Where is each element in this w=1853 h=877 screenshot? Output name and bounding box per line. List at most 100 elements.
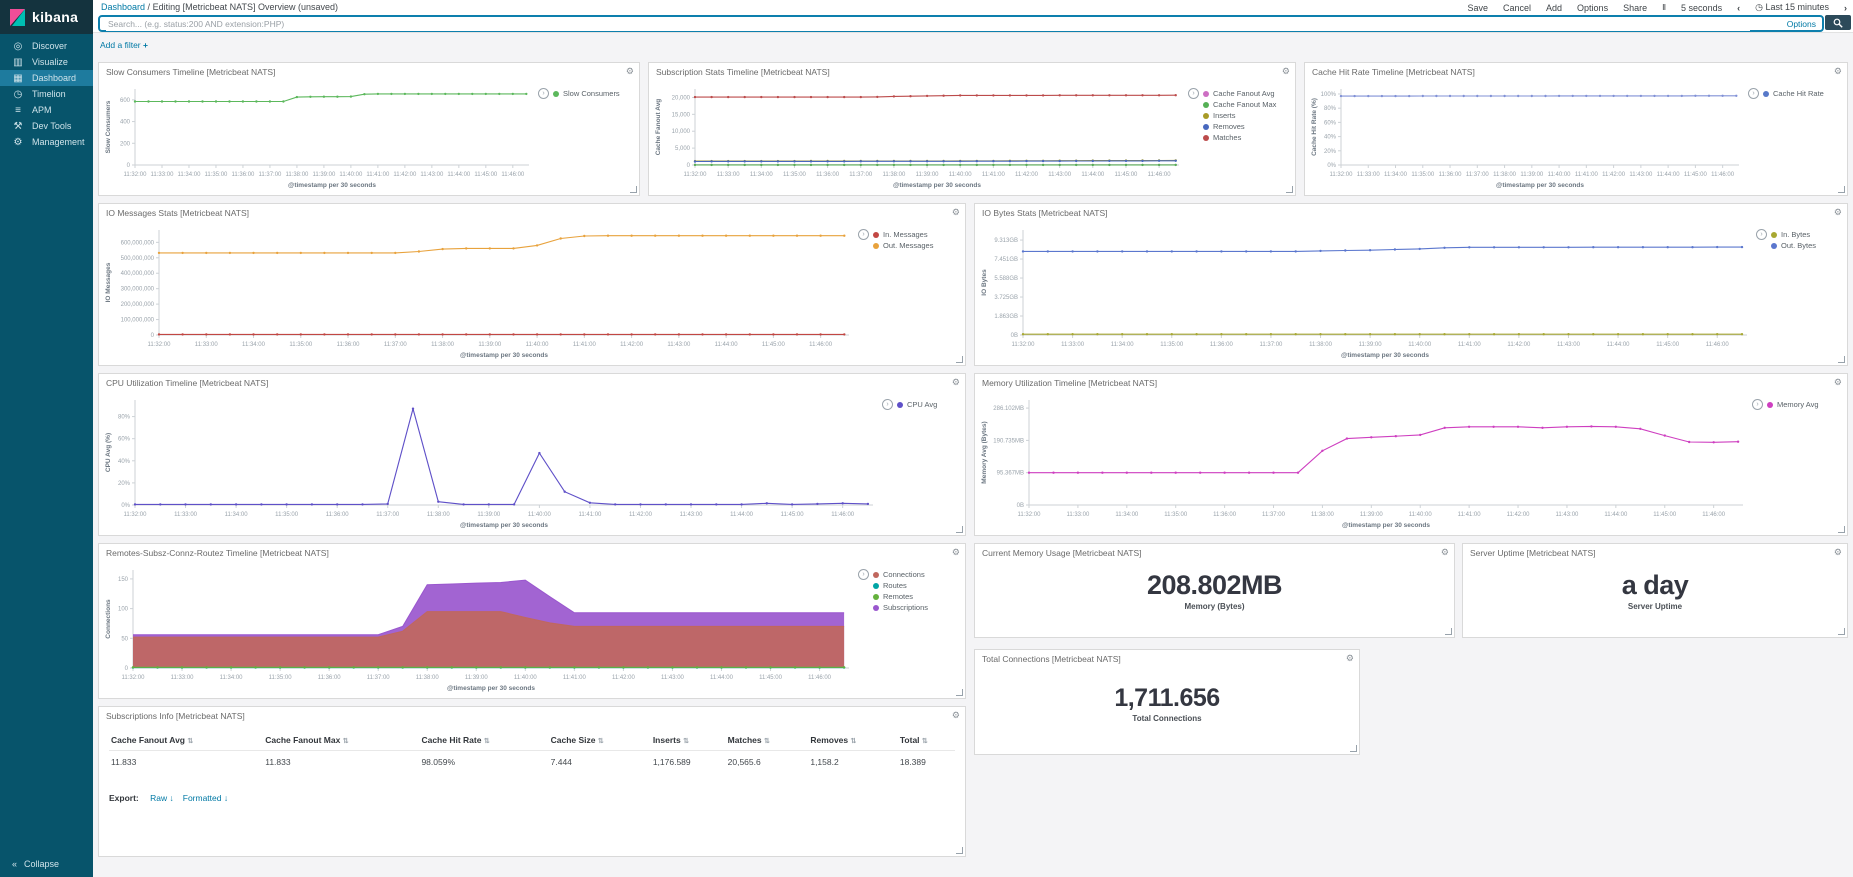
sidebar-item-discover[interactable]: ◎ Discover	[0, 38, 93, 54]
legend-item[interactable]: Subscriptions	[873, 603, 959, 612]
svg-text:11:36:00: 11:36:00	[337, 342, 361, 348]
resize-handle[interactable]	[956, 847, 963, 854]
column-header-cache-size[interactable]: Cache Size ⇅	[548, 731, 651, 751]
column-header-total[interactable]: Total ⇅	[897, 731, 955, 751]
search-button[interactable]	[1825, 15, 1851, 30]
gear-icon[interactable]: ⚙	[1440, 547, 1449, 557]
legend-item[interactable]: Inserts	[1203, 111, 1289, 120]
add-button[interactable]: Add	[1546, 2, 1563, 13]
legend-item[interactable]: Matches	[1203, 133, 1289, 142]
panel-title[interactable]: Memory Utilization Timeline [Metricbeat …	[982, 378, 1158, 388]
gear-icon[interactable]: ⚙	[625, 66, 634, 76]
column-header-cache-hit-rate[interactable]: Cache Hit Rate ⇅	[419, 731, 549, 751]
time-next-icon[interactable]: ›	[1844, 2, 1847, 13]
sidebar-item-dashboard[interactable]: ▦ Dashboard	[0, 70, 93, 86]
sidebar-item-management[interactable]: ⚙ Management	[0, 134, 93, 150]
panel-title[interactable]: CPU Utilization Timeline [Metricbeat NAT…	[106, 378, 269, 388]
panel-title[interactable]: Current Memory Usage [Metricbeat NATS]	[982, 548, 1142, 558]
panel-title[interactable]: Subscription Stats Timeline [Metricbeat …	[656, 67, 830, 77]
kibana-logo[interactable]: kibana	[0, 0, 93, 34]
save-button[interactable]: Save	[1467, 2, 1489, 13]
refresh-interval-button[interactable]: 5 seconds	[1681, 2, 1723, 13]
gear-icon[interactable]: ⚙	[1833, 207, 1842, 217]
add-filter-link[interactable]: Add a filter +	[100, 40, 148, 50]
time-prev-icon[interactable]: ‹	[1737, 2, 1741, 13]
legend-toggle-icon[interactable]: ›	[1752, 399, 1763, 410]
legend-item[interactable]: Cache Fanout Max	[1203, 100, 1289, 109]
resize-handle[interactable]	[1445, 628, 1452, 635]
sidebar-item-dev-tools[interactable]: ⚒ Dev Tools	[0, 118, 93, 134]
panel-memory: Memory Utilization Timeline [Metricbeat …	[974, 373, 1848, 536]
column-header-removes[interactable]: Removes ⇅	[808, 731, 898, 751]
resize-handle[interactable]	[1350, 745, 1357, 752]
export-raw-link[interactable]: Raw ↓	[150, 793, 174, 803]
panel-title[interactable]: IO Messages Stats [Metricbeat NATS]	[106, 208, 249, 218]
options-button[interactable]: Options	[1577, 2, 1609, 13]
search-options-link[interactable]: Options	[1786, 19, 1816, 29]
resize-handle[interactable]	[956, 356, 963, 363]
resize-handle[interactable]	[1838, 526, 1845, 533]
column-header-matches[interactable]: Matches ⇅	[725, 731, 809, 751]
legend-toggle-icon[interactable]: ›	[1188, 88, 1199, 99]
gear-icon[interactable]: ⚙	[1281, 66, 1290, 76]
legend-item[interactable]: Connections	[873, 570, 959, 579]
legend-toggle-icon[interactable]: ›	[858, 569, 869, 580]
legend-item[interactable]: Routes	[873, 581, 959, 590]
panel-title[interactable]: Slow Consumers Timeline [Metricbeat NATS…	[106, 67, 276, 77]
gear-icon[interactable]: ⚙	[951, 207, 960, 217]
panel-title[interactable]: Remotes-Subsz-Connz-Routez Timeline [Met…	[106, 548, 329, 558]
column-header-cache-fanout-avg[interactable]: Cache Fanout Avg ⇅	[109, 731, 264, 751]
legend-item[interactable]: Out. Bytes	[1771, 241, 1841, 250]
panel-title[interactable]: Total Connections [Metricbeat NATS]	[982, 654, 1121, 664]
sidebar-item-visualize[interactable]: ▥ Visualize	[0, 54, 93, 70]
resize-handle[interactable]	[630, 186, 637, 193]
legend-item[interactable]: Cache Hit Rate	[1763, 89, 1841, 98]
legend-toggle-icon[interactable]: ›	[538, 88, 549, 99]
legend-item[interactable]: In. Bytes	[1771, 230, 1841, 239]
gear-icon[interactable]: ⚙	[951, 710, 960, 720]
resize-handle[interactable]	[956, 526, 963, 533]
legend-item[interactable]: Remotes	[873, 592, 959, 601]
panel-title[interactable]: Server Uptime [Metricbeat NATS]	[1470, 548, 1596, 558]
legend-item[interactable]: In. Messages	[873, 230, 959, 239]
resize-handle[interactable]	[1838, 356, 1845, 363]
legend-item[interactable]: Slow Consumers	[553, 89, 633, 98]
legend-item[interactable]: CPU Avg	[897, 400, 959, 409]
share-button[interactable]: Share	[1623, 2, 1648, 13]
gear-icon[interactable]: ⚙	[1833, 547, 1842, 557]
pause-refresh-icon[interactable]: Ⅱ	[1662, 3, 1667, 12]
breadcrumb-dashboard-link[interactable]: Dashboard	[101, 2, 146, 12]
svg-text:11:35:00: 11:35:00	[783, 172, 807, 178]
legend-item[interactable]: Removes	[1203, 122, 1289, 131]
sidebar-collapse-button[interactable]: « Collapse	[12, 859, 59, 869]
gear-icon[interactable]: ⚙	[1833, 377, 1842, 387]
search-icon	[1833, 18, 1843, 28]
resize-handle[interactable]	[1286, 186, 1293, 193]
legend-toggle-icon[interactable]: ›	[858, 229, 869, 240]
panel-title[interactable]: IO Bytes Stats [Metricbeat NATS]	[982, 208, 1108, 218]
column-header-cache-fanout-max[interactable]: Cache Fanout Max ⇅	[263, 731, 420, 751]
resize-handle[interactable]	[1838, 186, 1845, 193]
legend-item[interactable]: Cache Fanout Avg	[1203, 89, 1289, 98]
time-range-button[interactable]: ◷ Last 15 minutes	[1755, 2, 1829, 13]
export-formatted-link[interactable]: Formatted ↓	[182, 793, 229, 803]
panel-title[interactable]: Cache Hit Rate Timeline [Metricbeat NATS…	[1312, 67, 1475, 77]
legend-item[interactable]: Memory Avg	[1767, 400, 1841, 409]
legend-toggle-icon[interactable]: ›	[1756, 229, 1767, 240]
resize-handle[interactable]	[1838, 628, 1845, 635]
gear-icon[interactable]: ⚙	[951, 377, 960, 387]
sidebar-item-apm[interactable]: ≡ APM	[0, 102, 93, 118]
sidebar-item-timelion[interactable]: ◷ Timelion	[0, 86, 93, 102]
cancel-button[interactable]: Cancel	[1503, 2, 1532, 13]
panel-title[interactable]: Subscriptions Info [Metricbeat NATS]	[106, 711, 245, 721]
resize-handle[interactable]	[956, 689, 963, 696]
gear-icon[interactable]: ⚙	[1833, 66, 1842, 76]
gear-icon[interactable]: ⚙	[1345, 653, 1354, 663]
legend-item[interactable]: Out. Messages	[873, 241, 959, 250]
search-input[interactable]	[106, 17, 1750, 31]
column-header-inserts[interactable]: Inserts ⇅	[650, 731, 726, 751]
legend-toggle-icon[interactable]: ›	[882, 399, 893, 410]
gear-icon[interactable]: ⚙	[951, 547, 960, 557]
legend-toggle-icon[interactable]: ›	[1748, 88, 1759, 99]
table-cell: 7.444	[550, 757, 572, 767]
